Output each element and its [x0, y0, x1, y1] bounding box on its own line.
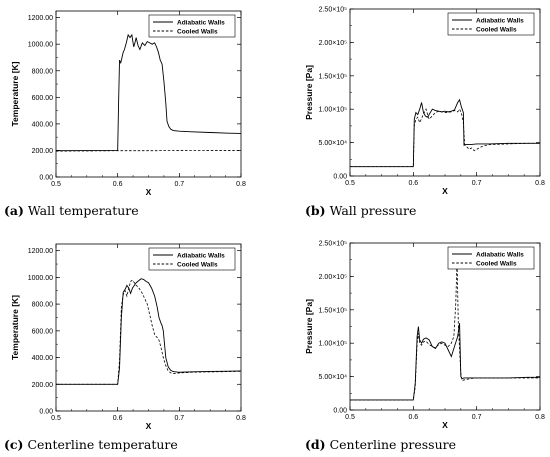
- caption-b: (b) Wall pressure: [305, 203, 416, 218]
- x-tick-label-a: 0.7: [174, 181, 184, 188]
- y-axis-label-a: Temperature [K]: [10, 61, 20, 126]
- y-tick-label-a: 0.00: [39, 175, 53, 182]
- y-tick-label-d: 2.50×10⁵: [319, 241, 347, 248]
- x-tick-label-c: 0.7: [174, 415, 184, 422]
- y-tick-label-a: 800.00: [32, 68, 54, 75]
- x-tick-label-d: 0.6: [408, 414, 418, 421]
- legend-box-a: [148, 14, 236, 38]
- x-tick-label-c: 0.6: [113, 415, 123, 422]
- y-tick-label-d: 1.50×10⁵: [319, 307, 347, 314]
- x-tick-label-b: 0.7: [472, 180, 482, 187]
- y-tick-label-c: 400.00: [32, 355, 54, 362]
- legend-label-a: Cooled Walls: [177, 28, 218, 35]
- chart-panel-c: 0.5 0.6 0.7 0.8 0.00 200.00 400.00 600.00 800.00…: [10, 243, 246, 431]
- legend-label-d: Adiabatic Walls: [476, 251, 524, 258]
- legend-a: Adiabatic Walls Cooled Walls: [148, 14, 236, 38]
- series-line-d-cooled: [350, 259, 540, 401]
- y-tick-label-a: 200.00: [32, 148, 54, 155]
- y-tick-label-b: 0.00: [333, 174, 347, 181]
- y-axis-label-c: Temperature [K]: [10, 295, 20, 360]
- caption-a: (a) Wall temperature: [4, 203, 139, 218]
- series-line-a-cooled: [56, 150, 241, 152]
- x-axis-label-d: X: [442, 420, 448, 430]
- legend-d: Adiabatic Walls Cooled Walls: [447, 246, 535, 270]
- x-axis-label-a: X: [146, 187, 152, 197]
- y-tick-label-c: 200.00: [32, 382, 54, 389]
- x-tick-label-d: 0.8: [535, 414, 545, 421]
- x-axis-label-b: X: [442, 186, 448, 196]
- series-line-d-adiabatic: [350, 323, 540, 401]
- legend-label-c: Adiabatic Walls: [177, 252, 225, 259]
- caption-b-text: Wall pressure: [329, 203, 417, 218]
- y-tick-label-a: 600.00: [32, 95, 54, 102]
- y-tick-label-c: 1200.00: [28, 248, 53, 255]
- legend-label-c: Cooled Walls: [177, 261, 218, 268]
- caption-c-letter: (c): [4, 437, 24, 452]
- y-tick-label-d: 2.00×10⁵: [319, 274, 347, 281]
- y-tick-label-c: 0.00: [39, 409, 53, 416]
- series-line-b-cooled: [350, 108, 540, 168]
- caption-a-text: Wall temperature: [27, 203, 139, 218]
- x-tick-label-c: 0.8: [236, 415, 246, 422]
- y-tick-label-b: 2.00×10⁵: [319, 40, 347, 47]
- x-tick-label-d: 0.7: [472, 414, 482, 421]
- y-tick-label-a: 1000.00: [28, 42, 53, 49]
- legend-box-b: [447, 12, 535, 36]
- y-tick-label-b: 5.00×10⁴: [318, 140, 347, 147]
- x-tick-label-d: 0.5: [345, 414, 355, 421]
- caption-d-text: Centerline pressure: [329, 437, 457, 452]
- legend-label-d: Cooled Walls: [476, 260, 517, 267]
- y-tick-label-b: 1.00×10⁵: [319, 107, 347, 114]
- y-tick-label-d: 1.00×10⁵: [319, 341, 347, 348]
- y-tick-label-d: 5.00×10⁴: [318, 374, 347, 381]
- x-tick-label-a: 0.8: [236, 181, 246, 188]
- caption-d: (d) Centerline pressure: [305, 437, 456, 452]
- x-tick-label-a: 0.6: [113, 181, 123, 188]
- legend-box-c: [148, 247, 236, 271]
- y-tick-label-c: 800.00: [32, 302, 54, 309]
- y-tick-label-b: 2.50×10⁵: [319, 7, 347, 14]
- y-tick-label-a: 1200.00: [28, 15, 53, 22]
- caption-a-letter: (a): [4, 203, 24, 218]
- series-line-a-adiabatic: [56, 33, 241, 152]
- legend-label-a: Adiabatic Walls: [177, 19, 225, 26]
- y-tick-label-a: 400.00: [32, 121, 54, 128]
- series-line-c-adiabatic: [56, 278, 241, 385]
- y-axis-label-d: Pressure [Pa]: [304, 299, 314, 354]
- legend-box-d: [447, 246, 535, 270]
- chart-panel-b: 0.5 0.6 0.7 0.8 0.00 5.00×10⁴ 1.00×10⁵ 1.50×10⁵…: [304, 7, 545, 197]
- caption-d-letter: (d): [305, 437, 326, 452]
- x-tick-label-a: 0.5: [51, 181, 61, 188]
- chart-panel-d: 0.5 0.6 0.7 0.8 0.00 5.00×10⁴ 1.00×10⁵ 1.50×10⁵…: [304, 241, 545, 431]
- legend-c: Adiabatic Walls Cooled Walls: [148, 247, 236, 271]
- y-tick-label-b: 1.50×10⁵: [319, 73, 347, 80]
- caption-c: (c) Centerline temperature: [4, 437, 178, 452]
- legend-label-b: Adiabatic Walls: [476, 17, 524, 24]
- caption-c-text: Centerline temperature: [27, 437, 178, 452]
- caption-b-letter: (b): [305, 203, 326, 218]
- y-axis-label-b: Pressure [Pa]: [304, 65, 314, 120]
- x-tick-label-b: 0.5: [345, 180, 355, 187]
- x-axis-label-c: X: [146, 421, 152, 431]
- legend-b: Adiabatic Walls Cooled Walls: [447, 12, 535, 36]
- series-line-b-adiabatic: [350, 98, 540, 168]
- y-tick-label-c: 1000.00: [28, 275, 53, 282]
- chart-panel-a: 0.5 0.6 0.7 0.8 0.00 200.00 400.00 600.00 800.00…: [10, 10, 246, 197]
- x-tick-label-b: 0.8: [535, 180, 545, 187]
- x-tick-label-c: 0.5: [51, 415, 61, 422]
- y-tick-label-c: 600.00: [32, 328, 54, 335]
- y-tick-label-d: 0.00: [333, 408, 347, 415]
- series-line-c-cooled: [56, 279, 241, 385]
- x-tick-label-b: 0.6: [408, 180, 418, 187]
- legend-label-b: Cooled Walls: [476, 26, 517, 33]
